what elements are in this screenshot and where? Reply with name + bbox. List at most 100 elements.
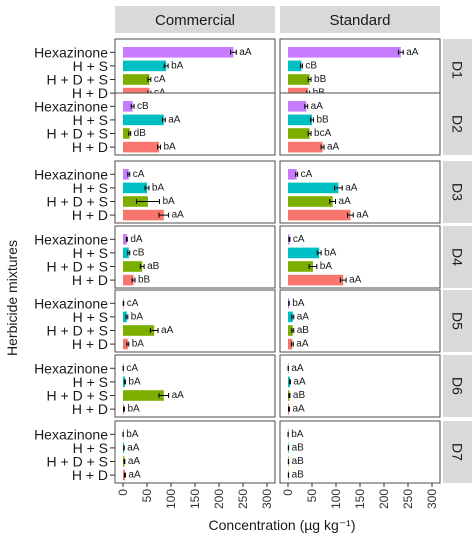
bar	[288, 128, 310, 139]
x-tick-label: 50	[140, 489, 154, 503]
row-strip-label: D7	[450, 443, 466, 461]
panel-standard-d3: cA aA aA aA	[279, 160, 441, 224]
bar	[123, 182, 147, 194]
bar	[288, 114, 312, 126]
category-label: H + S	[73, 309, 108, 325]
category-label: H + D	[72, 401, 108, 417]
row-strip-D5	[443, 290, 472, 352]
data-label: bB	[314, 74, 327, 85]
bar	[123, 311, 127, 323]
category-label: Hexazinone	[34, 295, 108, 311]
data-label: dA	[130, 234, 143, 245]
panel-standard-d7: bA aB aB aB	[279, 420, 441, 484]
panel-commercial-d3: cA bA bA aA	[114, 160, 276, 224]
x-tick-label: 100	[164, 489, 178, 509]
data-label: aA	[128, 456, 141, 467]
bar	[123, 390, 164, 401]
bar	[288, 311, 293, 323]
panel-commercial-d6: cA bA aA bA	[114, 354, 276, 418]
data-label: bA	[132, 339, 145, 350]
panel-standard-d4: cA bA bA aA	[279, 225, 441, 289]
row-strip-D4	[443, 226, 472, 288]
data-label: aA	[296, 339, 309, 350]
data-label: cB	[305, 60, 317, 71]
bar	[288, 47, 401, 58]
category-label: H + D	[72, 467, 108, 483]
bar	[288, 182, 339, 194]
x-tick-label: 200	[212, 489, 226, 509]
data-label: aB	[292, 442, 305, 453]
bar	[288, 261, 313, 272]
panel-standard-d6: aA aA aB aA	[279, 354, 441, 418]
x-tick-label: 50	[305, 489, 319, 503]
panel-commercial-d5: cA bA aA bA	[114, 289, 276, 353]
panels: aA bA cA cA aA cB bB bB cB aA dB bA aA bB bcA aA cA bA bA a…	[114, 38, 441, 484]
row-strip-label: D6	[450, 377, 466, 395]
data-label: aA	[172, 210, 185, 221]
data-label: aB	[292, 456, 305, 467]
data-label: cA	[301, 169, 313, 180]
column-strip-0	[115, 6, 275, 33]
bar	[123, 169, 129, 180]
data-label: aB	[147, 261, 160, 272]
data-label: aA	[293, 376, 306, 387]
x-tick-label: 200	[377, 489, 391, 509]
category-label: H + D	[72, 85, 108, 101]
bar	[123, 325, 155, 336]
category-label: Hexazinone	[34, 44, 108, 60]
x-tick-label: 250	[401, 489, 415, 509]
row-strip-D1	[443, 39, 472, 101]
category-label: H + S	[73, 112, 108, 128]
category-label: Hexazinone	[34, 360, 108, 376]
panel-border	[279, 354, 441, 418]
category-label: H + D	[72, 336, 108, 352]
panel-commercial-d7: bA aA aA aA	[114, 420, 276, 484]
data-label: aA	[356, 210, 369, 221]
data-label: aA	[311, 101, 324, 112]
data-label: aA	[297, 311, 310, 322]
data-label: aA	[168, 114, 181, 125]
x-tick-label: 300	[425, 489, 439, 509]
bar	[288, 101, 307, 112]
category-label: H + D + S	[47, 323, 108, 339]
y-axis-title: Herbicide mixtures	[4, 240, 20, 356]
data-label: bA	[320, 261, 333, 272]
data-label: bA	[163, 142, 176, 153]
bar	[123, 141, 159, 153]
bar	[288, 247, 320, 259]
data-label: cA	[293, 234, 305, 245]
bar	[288, 74, 310, 85]
x-tick-label: 0	[281, 489, 295, 496]
data-label: bB	[316, 114, 329, 125]
data-label: bA	[126, 429, 139, 440]
data-label: bA	[324, 247, 337, 258]
panel-border	[279, 289, 441, 353]
row-strip-label: D4	[450, 248, 466, 266]
category-label: Hexazinone	[34, 426, 108, 442]
panel-border	[279, 420, 441, 484]
x-tick-label: 0	[116, 489, 130, 496]
data-label: aA	[327, 142, 340, 153]
data-label: aA	[339, 196, 352, 207]
bar	[288, 141, 323, 153]
panel-border	[114, 354, 276, 418]
data-label: bA	[128, 376, 141, 387]
data-label: aA	[349, 275, 362, 286]
bar	[288, 169, 297, 180]
data-label: bB	[138, 275, 151, 286]
row-strip-D2	[443, 93, 472, 155]
row-strip-label: D2	[450, 115, 466, 133]
x-tick-label: 300	[260, 489, 274, 509]
bar	[123, 196, 148, 207]
data-label: bA	[291, 429, 304, 440]
data-label: cA	[127, 298, 139, 309]
row-strips: D1 D2 D3 D4 D5 D6 D7	[443, 39, 472, 483]
row-strip-label: D1	[450, 61, 466, 79]
row-strip-label: D3	[450, 183, 466, 201]
panel-border	[114, 289, 276, 353]
category-label: H + S	[73, 58, 108, 74]
category-label: H + D + S	[47, 194, 108, 210]
bar	[123, 60, 167, 72]
